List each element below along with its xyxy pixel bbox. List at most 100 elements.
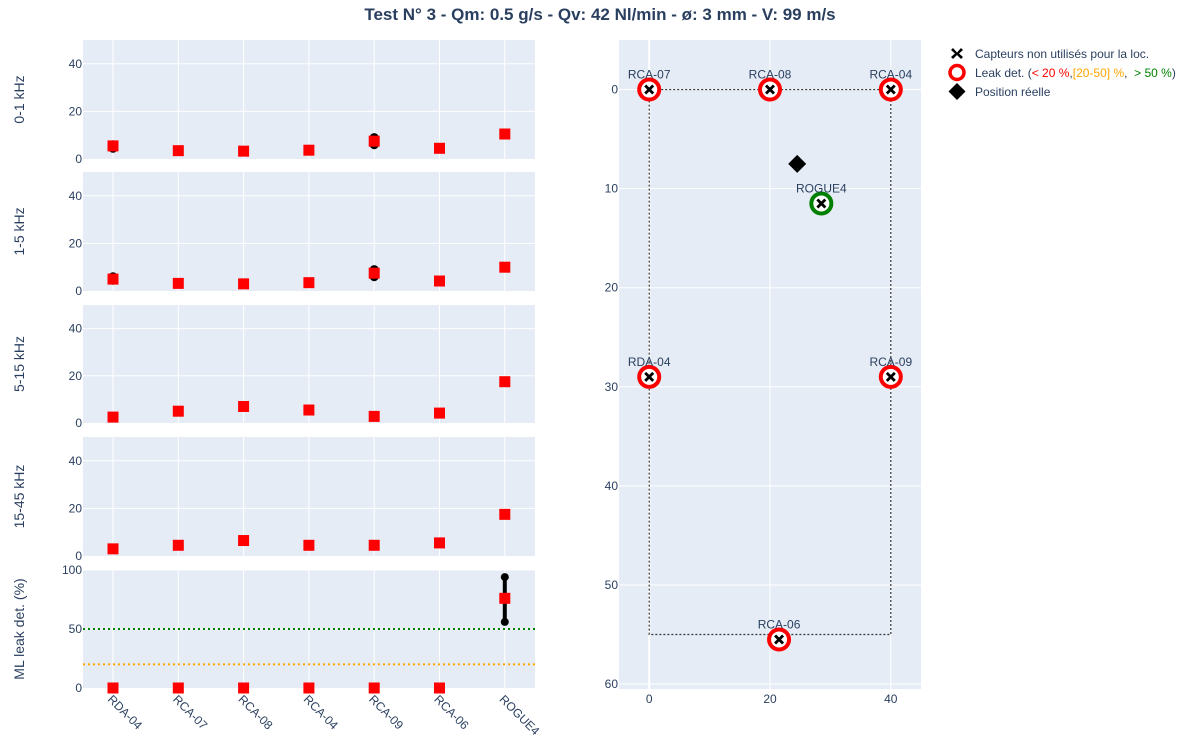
sensor-x-marker [774, 634, 785, 645]
chart-title: Test N° 3 - Qm: 0.5 g/s - Qv: 42 Nl/min … [364, 5, 835, 24]
panel-1: 0 20 40 0-1 kHz [11, 40, 535, 166]
x-tick-label: RCA-07 [170, 692, 210, 732]
x-tick-label: RCA-04 [301, 692, 341, 732]
y-tick-label: 20 [69, 501, 83, 515]
data-point [172, 145, 184, 157]
legend-item-leak[interactable]: Leak det. (< 20 %, [20-50] %, > 50 %) [945, 63, 1176, 82]
sensor-label: RDA-04 [628, 355, 671, 369]
data-point [107, 543, 119, 555]
y-axis-label: 5-15 kHz [11, 336, 27, 392]
legend-unused-label: Capteurs non utilisés pour la loc. [975, 46, 1150, 61]
data-point [499, 376, 511, 388]
sensor-label: RCA-09 [869, 355, 912, 369]
y-axis-label: 1-5 kHz [11, 207, 27, 255]
data-point [368, 410, 380, 422]
data-point [368, 135, 380, 147]
data-point [172, 277, 184, 289]
y-tick-label: 20 [69, 236, 83, 250]
data-point [303, 144, 315, 156]
legend-real-label: Position réelle [975, 84, 1051, 99]
x-tick-label: 20 [763, 692, 777, 706]
y-axis-label: ML leak det. (%) [11, 578, 27, 679]
y-tick-label: 20 [605, 281, 619, 295]
panel-4: 0 20 40 15-45 kHz [11, 437, 535, 563]
sensor-x-marker [885, 371, 896, 382]
data-point [434, 407, 445, 419]
sensor-x-marker [816, 198, 827, 209]
y-tick-label: 40 [69, 454, 83, 468]
data-point [434, 682, 445, 694]
data-point [172, 539, 184, 551]
data-point [238, 400, 250, 412]
data-point [434, 142, 445, 154]
data-point [499, 261, 511, 273]
sensor-label: RCA-07 [628, 68, 671, 82]
y-tick-label: 0 [75, 284, 82, 298]
legend: Capteurs non utilisés pour la loc. Leak … [945, 44, 1176, 101]
y-tick-label: 50 [605, 578, 619, 592]
panel-3: 0 20 40 5-15 kHz [11, 305, 535, 430]
real-position-marker [788, 154, 807, 173]
x-tick-label: RCA-09 [366, 692, 406, 732]
sensor-x-marker [644, 371, 655, 382]
sensor-x-marker [765, 84, 775, 95]
y-tick-label: 0 [75, 549, 82, 563]
y-tick-label: 100 [62, 563, 82, 577]
panel-2: 0 20 40 1-5 kHz [11, 172, 535, 298]
y-tick-label: 50 [69, 622, 83, 636]
y-tick-label: 30 [605, 380, 619, 394]
sensor-label: RCA-06 [758, 617, 801, 631]
y-tick-label: 0 [611, 83, 618, 97]
ring-marker-icon [948, 63, 966, 82]
data-point [368, 267, 380, 279]
legend-leak-low: < 20 % [1031, 65, 1070, 80]
y-axis-label: 15-45 kHz [11, 465, 27, 529]
x-tick-label: ROGUE4 [497, 692, 543, 738]
sensor-x-marker [885, 84, 896, 95]
data-point [499, 128, 511, 140]
data-point [368, 682, 380, 694]
sensor-label: RCA-08 [749, 68, 792, 82]
legend-item-unused[interactable]: Capteurs non utilisés pour la loc. [945, 44, 1176, 63]
y-tick-label: 40 [69, 189, 83, 203]
data-point [107, 682, 119, 694]
y-axis-label: 0-1 kHz [11, 75, 27, 123]
x-tick-label: 0 [646, 692, 653, 706]
y-tick-label: 40 [605, 479, 619, 493]
data-point [499, 508, 511, 520]
x-tick-label: RCA-06 [431, 692, 471, 732]
x-tick-label: RCA-08 [235, 692, 275, 732]
data-point [499, 592, 511, 604]
data-point [368, 539, 380, 551]
data-point [303, 277, 315, 289]
y-tick-label: 0 [75, 416, 82, 430]
data-point [107, 273, 119, 285]
sensor-x-marker [644, 84, 655, 95]
legend-leak-sep2: , [1124, 65, 1135, 80]
data-point [238, 535, 250, 547]
data-point [303, 539, 315, 551]
y-tick-label: 0 [75, 681, 82, 695]
legend-leak-suffix: ) [1171, 65, 1176, 80]
legend-leak-prefix: Leak det. ( [975, 65, 1032, 80]
x-tick-label: RDA-04 [105, 692, 145, 732]
y-tick-label: 0 [75, 152, 82, 166]
y-tick-label: 40 [69, 57, 83, 71]
y-tick-label: 40 [69, 322, 83, 336]
data-point [107, 411, 119, 423]
error-bar-cap [500, 573, 509, 582]
data-point [107, 140, 119, 152]
legend-leak-high: > 50 % [1134, 65, 1172, 80]
y-tick-label: 20 [69, 369, 83, 383]
y-tick-label: 20 [69, 104, 83, 118]
data-point [303, 404, 315, 416]
data-point [172, 405, 184, 417]
sensor-label: ROGUE4 [796, 181, 847, 195]
legend-leak-mid: [20-50] % [1072, 65, 1125, 80]
y-tick-label: 10 [605, 182, 619, 196]
legend-item-real-position[interactable]: Position réelle [945, 82, 1176, 101]
data-point [434, 275, 445, 287]
data-point [238, 682, 250, 694]
